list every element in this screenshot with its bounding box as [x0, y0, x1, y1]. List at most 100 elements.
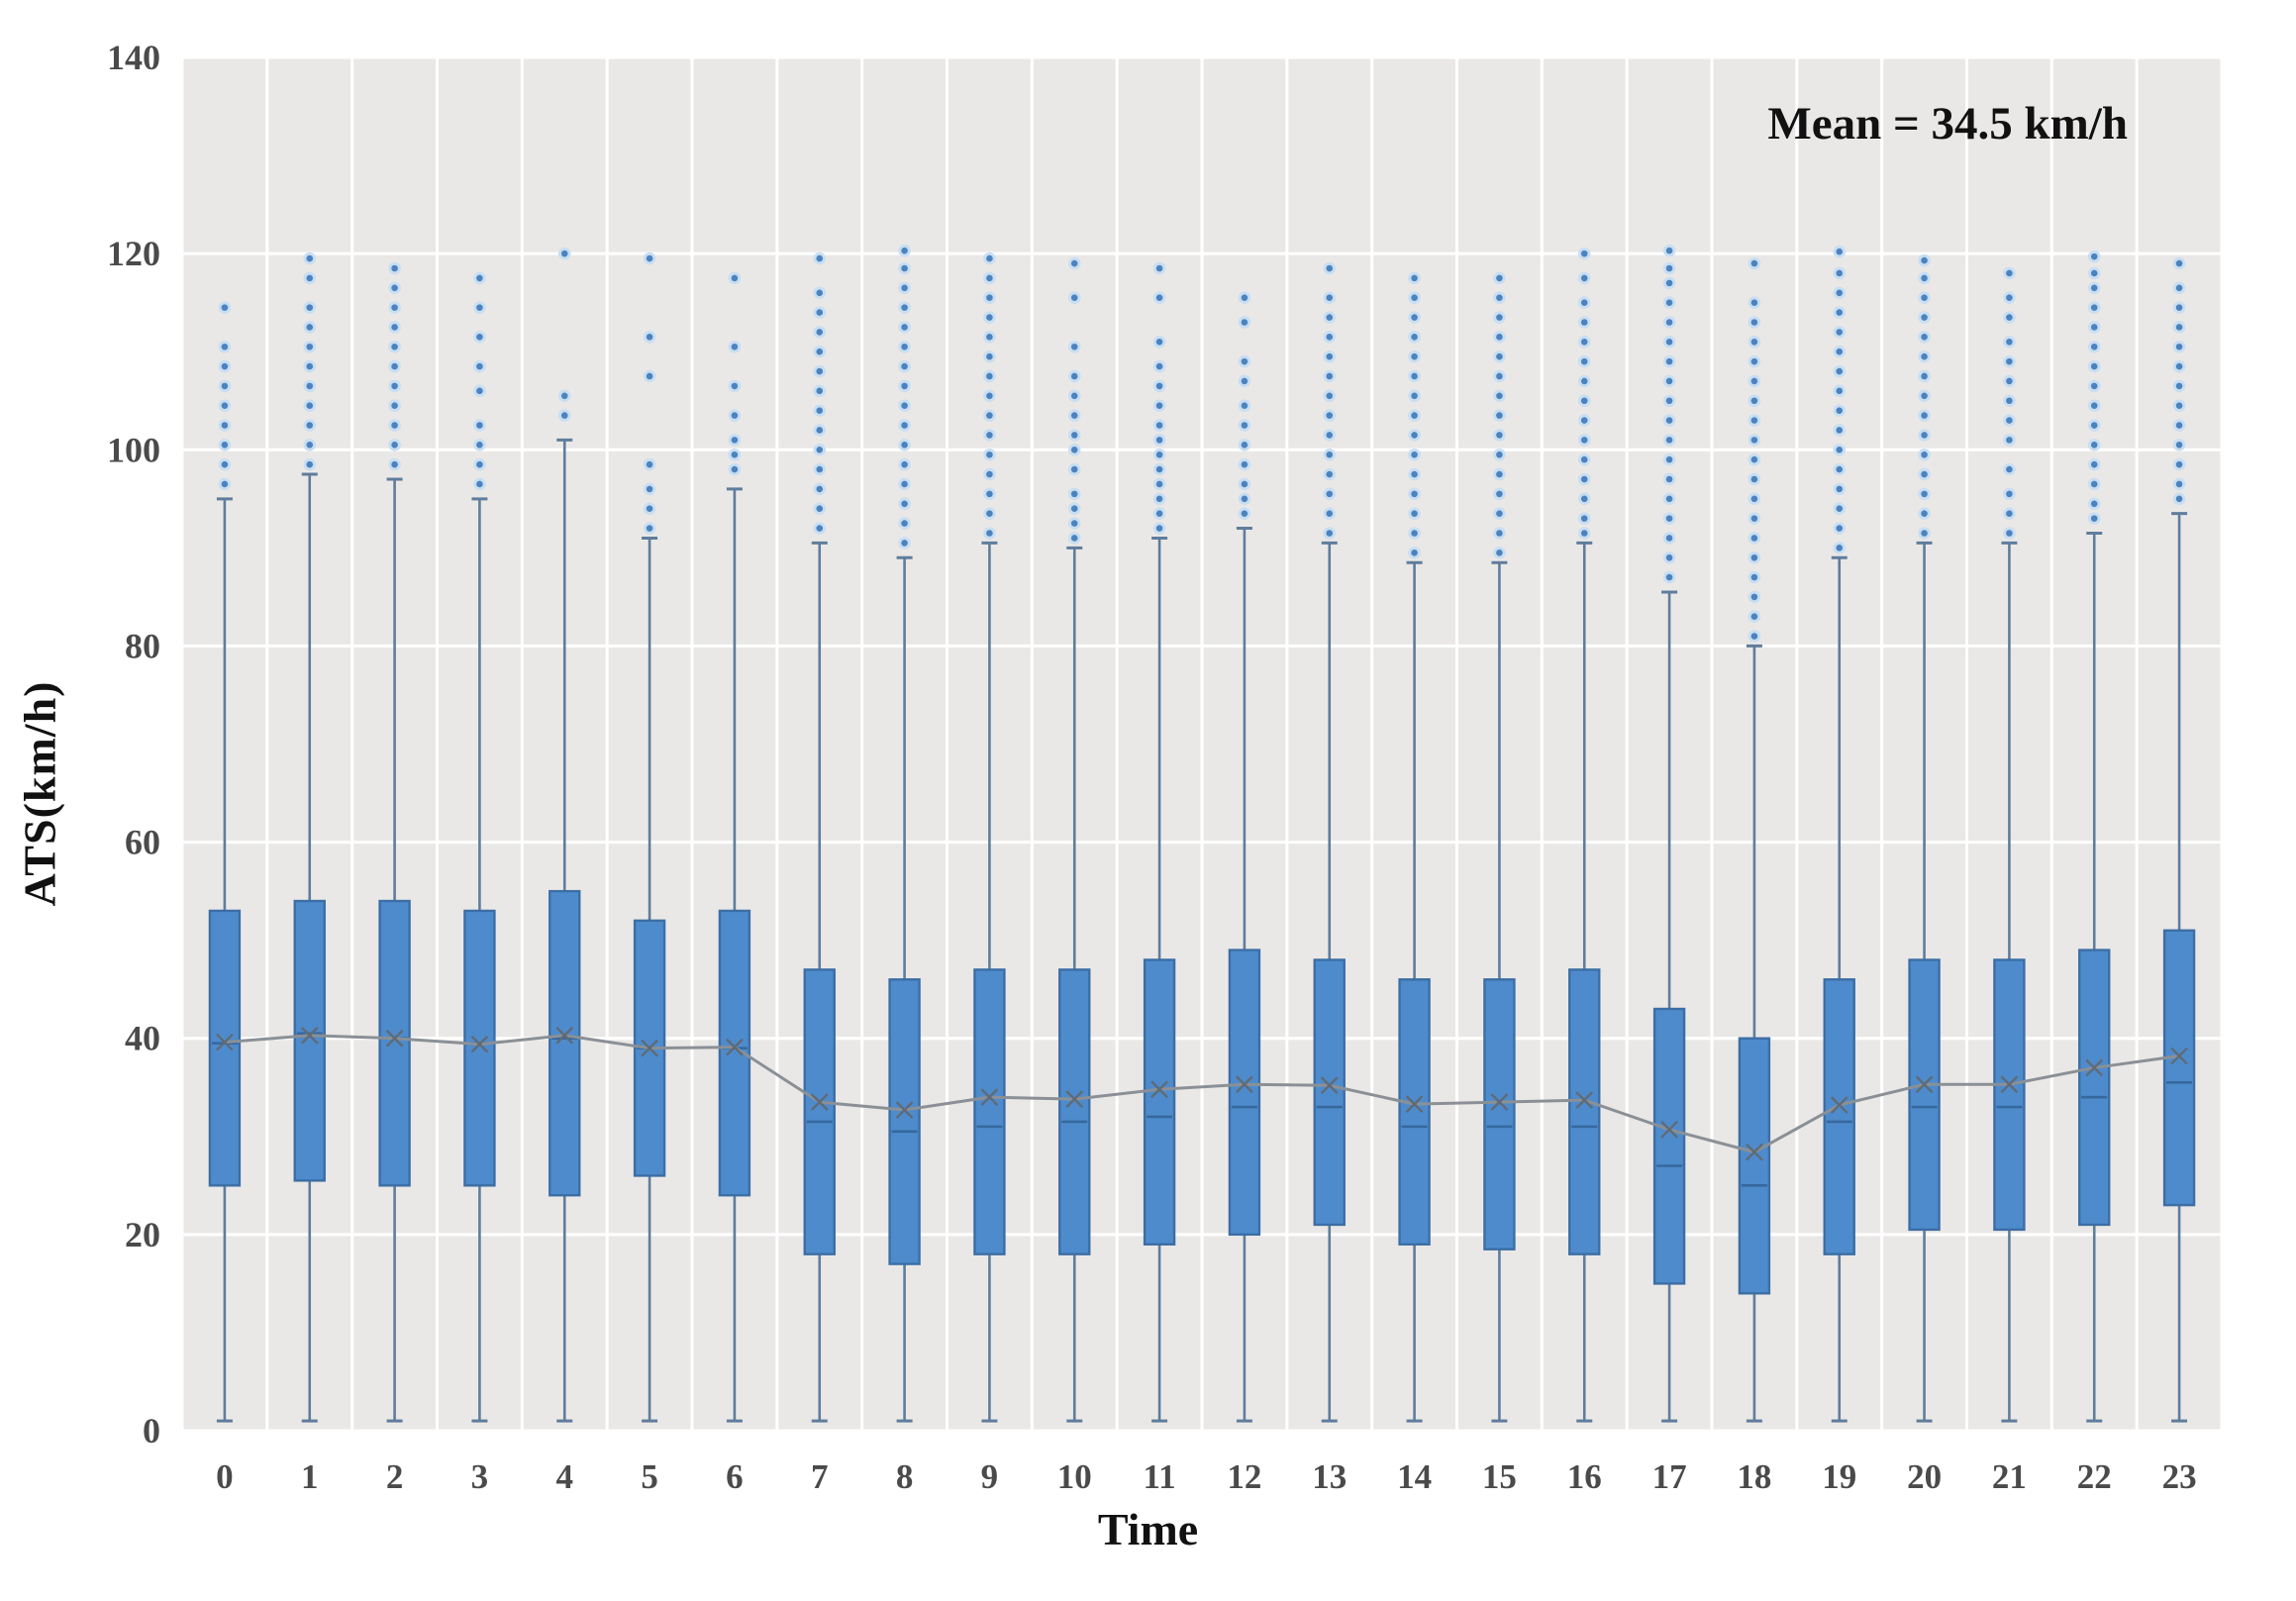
outlier-dot [1833, 542, 1847, 554]
outlier-dot [898, 301, 911, 314]
outlier-dot [983, 507, 996, 520]
x-tick-label: 15 [1482, 1457, 1517, 1496]
outlier-dot [1918, 448, 1931, 461]
outlier-dot [1662, 472, 1676, 486]
outlier-dot [303, 251, 317, 265]
outlier-dot [1833, 364, 1847, 378]
outlier-dot [1833, 286, 1847, 300]
outlier-dot [983, 331, 996, 344]
outlier-dot [2172, 439, 2186, 451]
outlier-dot [983, 527, 996, 540]
box [1993, 958, 2026, 1232]
outlier-dot [303, 379, 317, 393]
outlier-dot [303, 457, 317, 471]
outlier-dot [643, 482, 656, 496]
outlier-dot [1493, 547, 1506, 559]
outlier-dot [2087, 301, 2101, 314]
outlier-dot [2087, 321, 2101, 334]
outlier-dot [1408, 547, 1421, 559]
outlier-dot [2003, 507, 2016, 520]
box [208, 909, 242, 1187]
outlier-dot [1323, 369, 1337, 383]
mean-marker [470, 1035, 489, 1053]
y-tick-label: 80 [125, 626, 160, 665]
outlier-dot [303, 340, 317, 353]
box [378, 899, 411, 1187]
outlier-dot [388, 419, 401, 432]
outlier-dot [813, 384, 827, 398]
outlier-dot [1067, 389, 1081, 403]
outlier-dot [1662, 244, 1676, 257]
outlier-dot [1493, 429, 1506, 442]
outlier-dot [643, 251, 656, 265]
outlier-dot [2087, 266, 2101, 280]
mean-marker [1320, 1076, 1339, 1095]
outlier-dot [1577, 434, 1591, 447]
outlier-dot [1833, 306, 1847, 319]
y-tick-label: 100 [107, 430, 160, 469]
outlier-dot [388, 359, 401, 373]
x-tick-label: 2 [386, 1457, 404, 1496]
outlier-dot [1323, 467, 1337, 481]
outlier-dot [983, 291, 996, 305]
x-tick-label: 6 [726, 1457, 744, 1496]
outlier-dot [473, 477, 486, 491]
outlier-dot [1833, 482, 1847, 496]
box [1568, 968, 1601, 1255]
outlier-dot [728, 379, 742, 393]
outlier-dot [218, 379, 232, 393]
outlier-dot [1577, 247, 1591, 260]
outlier-dot [983, 389, 996, 403]
outlier-dot [1152, 448, 1166, 461]
outlier-dot [1493, 271, 1506, 285]
outlier-dot [1833, 424, 1847, 437]
outlier-dot [1493, 409, 1506, 422]
outlier-dot [1747, 374, 1761, 388]
outlier-dot [898, 379, 911, 393]
outlier-dot [983, 350, 996, 363]
outlier-dot [643, 457, 656, 471]
outlier-dot [813, 462, 827, 476]
outlier-dot [1918, 527, 1931, 540]
outlier-dot [1833, 462, 1847, 476]
mean-marker [726, 1038, 744, 1056]
outlier-dot [1747, 610, 1761, 624]
outlier-dot [1408, 409, 1421, 422]
outlier-dot [388, 457, 401, 471]
x-tick-label: 11 [1144, 1457, 1176, 1496]
outlier-dot [2172, 321, 2186, 334]
outlier-dot [1747, 532, 1761, 545]
outlier-dot [898, 477, 911, 491]
outlier-dot [1323, 331, 1337, 344]
outlier-dot [2172, 379, 2186, 393]
outlier-dot [1918, 311, 1931, 324]
mean-marker [216, 1033, 234, 1051]
x-tick-label: 10 [1057, 1457, 1092, 1496]
outlier-dot [1152, 399, 1166, 413]
outlier-dot [1408, 350, 1421, 363]
outlier-dot [473, 419, 486, 432]
outlier-dot [1152, 522, 1166, 535]
outlier-dot [1067, 340, 1081, 353]
outlier-dot [1662, 374, 1676, 388]
outlier-dot [1408, 271, 1421, 285]
mean-marker [980, 1088, 999, 1107]
outlier-dot [1323, 261, 1337, 275]
outlier-dot [898, 439, 911, 451]
y-tick-label: 40 [125, 1019, 160, 1058]
outlier-dot [1918, 369, 1931, 383]
outlier-dot [2003, 336, 2016, 349]
box [1313, 958, 1346, 1227]
outlier-dot [1662, 336, 1676, 349]
mean-marker [1150, 1080, 1168, 1099]
outlier-dot [303, 321, 317, 334]
outlier-dot [1323, 291, 1337, 305]
x-tick-label: 23 [2162, 1457, 2197, 1496]
box [973, 968, 1006, 1255]
outlier-dot [898, 419, 911, 432]
outlier-dot [2003, 311, 2016, 324]
outlier-dot [1577, 374, 1591, 388]
outlier-dot [1577, 492, 1591, 506]
outlier-dot [1238, 374, 1251, 388]
outlier-dot [2003, 374, 2016, 388]
